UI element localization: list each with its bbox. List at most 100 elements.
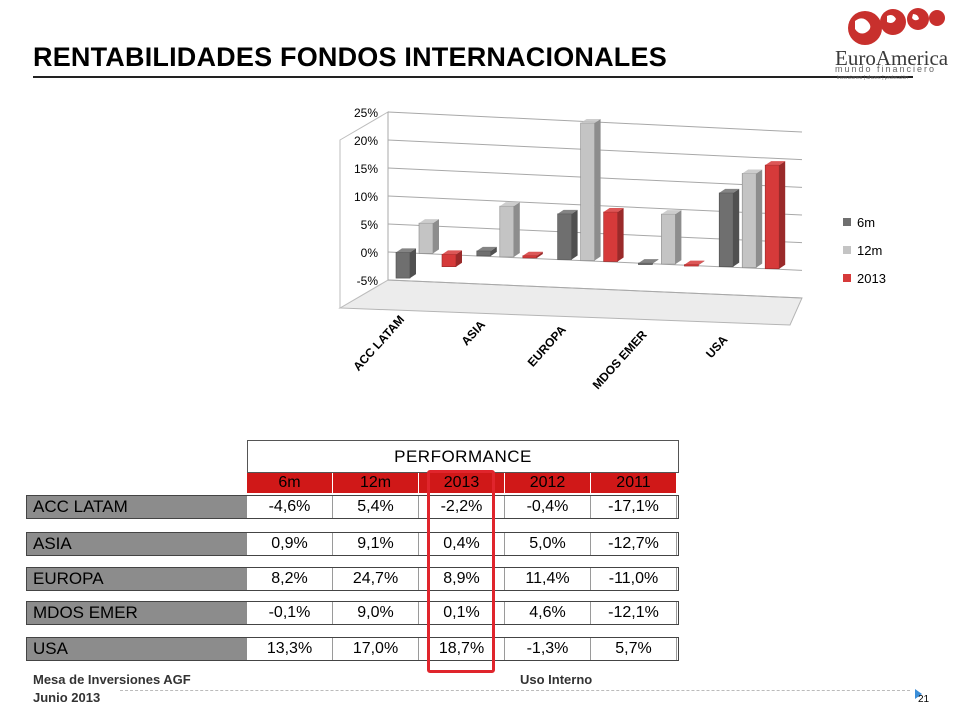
bar-side-12m [433, 219, 439, 254]
y-tick-label: 25% [354, 106, 378, 120]
x-category-label: EUROPA [525, 322, 569, 369]
logo-tagline: inversiones | ahorro | protección [837, 75, 908, 81]
bar-side-12m [594, 118, 601, 261]
bar-top-12m [419, 219, 439, 224]
table-cell: -11,0% [591, 568, 677, 590]
bar-top-6m [396, 248, 416, 253]
page-arrow-icon [915, 689, 922, 699]
table-cell: -12,7% [591, 533, 677, 555]
bar-top-6m [557, 209, 578, 214]
table-cell: 9,0% [333, 602, 419, 624]
footer-department: Mesa de Inversiones AGF [33, 672, 191, 687]
bar-12m [741, 173, 757, 268]
table-cell: 18,7% [419, 638, 505, 660]
bar-side-2013 [456, 250, 462, 267]
legend-swatch-6m [843, 218, 851, 226]
table-row [26, 601, 679, 625]
table-cell: 9,1% [333, 533, 419, 555]
bar-12m [580, 122, 595, 261]
bar-6m [476, 250, 492, 257]
logo-brand-text: EuroAmerica [835, 46, 949, 70]
bar-side-2013 [698, 260, 705, 266]
row-label: ACC LATAM [27, 496, 247, 518]
bar-2013 [603, 211, 618, 262]
bar-6m [718, 192, 734, 267]
column-header-6m: 6m [247, 473, 333, 493]
bar-top-6m [719, 188, 740, 193]
table-cell: -12,1% [591, 602, 677, 624]
performance-bar-chart: 25% 20% 15% 10% 5% 0% -5% ACC LATAM ASIA EUROPA MD… [338, 106, 886, 392]
bar-side-12m [513, 202, 520, 257]
chart-floor [338, 279, 803, 326]
table-cell: -2,2% [419, 496, 505, 518]
y-tick-label: 10% [354, 190, 378, 204]
bar-2013 [764, 164, 780, 270]
highlight-2013-column [427, 470, 495, 673]
bar-side-6m [490, 246, 497, 256]
table-row [26, 532, 679, 556]
bar-top-12m [742, 169, 763, 174]
bar-6m [638, 262, 653, 265]
bar-side-6m [733, 188, 740, 267]
bar-2013 [522, 255, 538, 259]
legend-swatch-12m [843, 246, 851, 254]
bar-side-2013 [617, 208, 624, 262]
bar-12m [418, 222, 434, 254]
column-header-2011: 2011 [591, 473, 677, 493]
company-logo: EuroAmerica mundo financiero inversiones… [825, 6, 955, 86]
bar-6m [557, 213, 572, 260]
row-label: USA [27, 638, 247, 660]
bar-top-2013 [442, 250, 462, 255]
y-tick-label: 5% [361, 218, 379, 232]
bar-top-2013 [603, 208, 624, 213]
bar-top-2013 [765, 161, 786, 166]
x-category-label: ASIA [458, 317, 488, 348]
table-cell: 5,4% [333, 496, 419, 518]
table-cell: 11,4% [505, 568, 591, 590]
table-cell: 0,4% [419, 533, 505, 555]
x-category-label: MDOS EMER [590, 327, 650, 392]
logo-subtitle: mundo financiero [835, 64, 937, 74]
table-cell: -1,3% [505, 638, 591, 660]
table-cell: 8,2% [247, 568, 333, 590]
column-header-2013: 2013 [419, 473, 505, 493]
legend-label-6m: 6m [857, 215, 875, 230]
y-tick-label: -5% [357, 274, 379, 288]
bar-top-2013 [684, 260, 705, 265]
performance-table-title: PERFORMANCE [247, 440, 679, 473]
table-cell: 13,3% [247, 638, 333, 660]
bar-12m [661, 213, 676, 265]
y-tick-label: 0% [361, 246, 379, 260]
bar-side-12m [675, 210, 682, 265]
page-number: 21 [918, 694, 930, 705]
table-cell: 17,0% [333, 638, 419, 660]
column-header-12m: 12m [333, 473, 419, 493]
table-cell: 5,7% [591, 638, 677, 660]
bar-side-2013 [536, 251, 543, 258]
x-category-label: USA [703, 332, 731, 360]
x-category-label: ACC LATAM [350, 313, 407, 374]
globe-logo-icon [848, 8, 945, 45]
bar-top-6m [476, 246, 497, 251]
bar-top-12m [661, 210, 682, 215]
row-label: ASIA [27, 533, 247, 555]
bar-side-12m [756, 169, 763, 268]
bar-2013 [684, 264, 699, 267]
footer-classification: Uso Interno [520, 672, 593, 687]
bar-2013 [441, 254, 457, 267]
slide-title: RENTABILIDADES FONDOS INTERNACIONALES [33, 42, 667, 72]
table-cell: -17,1% [591, 496, 677, 518]
bar-side-6m [652, 259, 659, 264]
table-cell: 8,9% [419, 568, 505, 590]
bar-6m [395, 252, 411, 279]
column-header-2012: 2012 [505, 473, 591, 493]
table-cell: -4,6% [247, 496, 333, 518]
table-row [26, 637, 679, 661]
title-underline [33, 76, 913, 78]
row-label: EUROPA [27, 568, 247, 590]
bar-top-2013 [522, 251, 543, 256]
table-cell: -0,1% [247, 602, 333, 624]
bar-side-2013 [779, 161, 786, 269]
table-cell: 4,6% [505, 602, 591, 624]
gridline [387, 279, 803, 299]
